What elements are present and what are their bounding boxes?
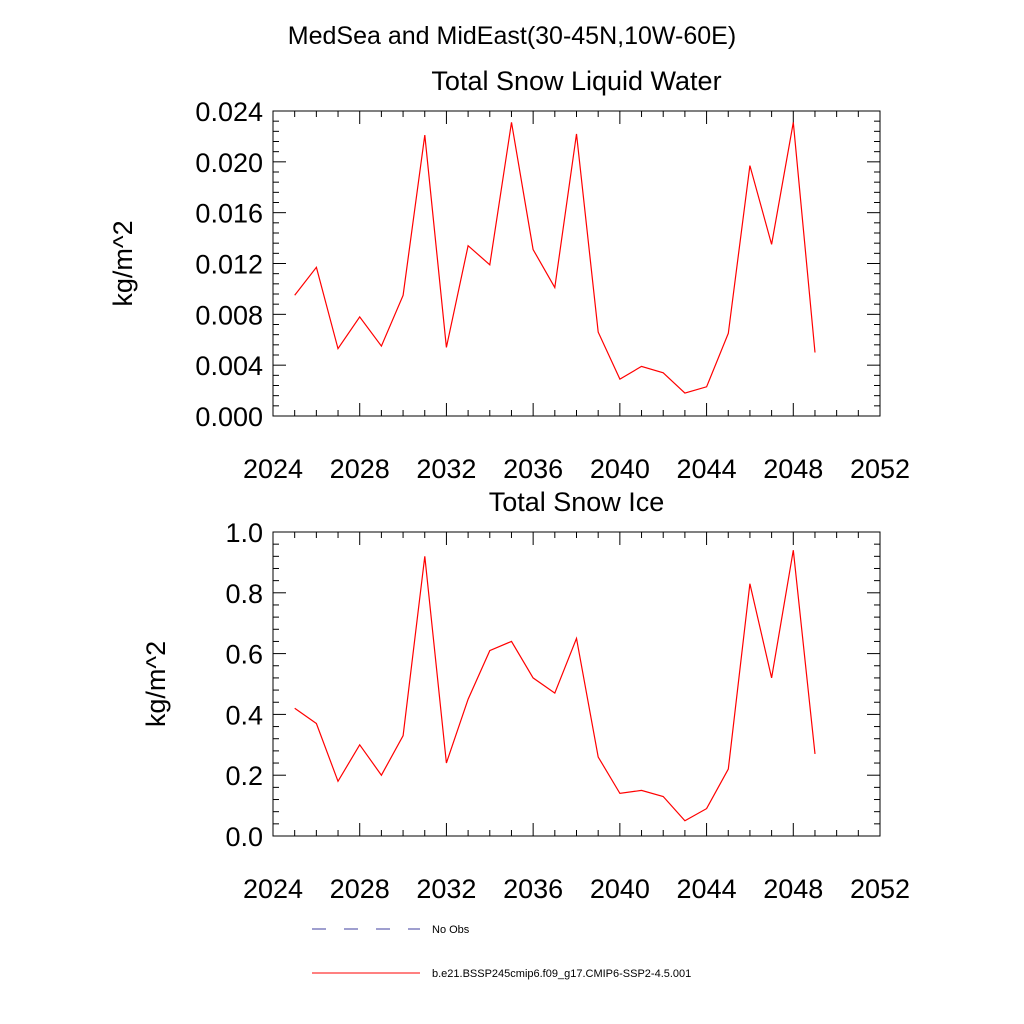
- chart-panel-snow-ice: Total Snow Ice 2024 2028 2032 2036 2040 2044 20…: [141, 487, 910, 904]
- chart-title: Total Snow Liquid Water: [431, 66, 721, 96]
- x-tick-label: 2028: [330, 454, 390, 484]
- x-tick-label: 2048: [763, 874, 823, 904]
- chart-panel-snow-liquid-water: Total Snow Liquid Water 2024 2028 2032 2036 2…: [108, 66, 910, 484]
- x-tick-label: 2036: [503, 454, 563, 484]
- x-tick-label: 2040: [590, 874, 650, 904]
- x-tick-label: 2032: [416, 454, 476, 484]
- legend-label: No Obs: [432, 924, 470, 936]
- x-tick-label: 2044: [677, 454, 737, 484]
- x-tick-label: 2052: [850, 874, 910, 904]
- x-tick-label: 2032: [416, 874, 476, 904]
- y-tick-label: 0.4: [225, 700, 263, 730]
- legend-label: b.e21.BSSP245cmip6.f09_g17.CMIP6-SSP2-4.…: [432, 968, 691, 980]
- x-tick-label: 2044: [677, 874, 737, 904]
- series-line: [294, 122, 816, 394]
- y-tick-label: 1.0: [225, 518, 263, 548]
- y-tick-label: 0.024: [195, 97, 263, 127]
- y-tick-label: 0.012: [195, 250, 263, 280]
- y-tick-label: 0.020: [195, 148, 263, 178]
- x-tick-label: 2028: [330, 874, 390, 904]
- plot-frame: [272, 110, 881, 417]
- x-tick-label: 2040: [590, 454, 650, 484]
- y-tick-label: 0.000: [195, 402, 263, 432]
- x-tick-label: 2024: [243, 454, 303, 484]
- x-tick-label: 2024: [243, 874, 303, 904]
- series-line: [294, 550, 816, 822]
- y-tick-label: 0.004: [195, 351, 263, 381]
- y-tick-label: 0.6: [225, 640, 263, 670]
- y-axis-label: kg/m^2: [141, 641, 171, 727]
- x-tick-label: 2036: [503, 874, 563, 904]
- chart-title: Total Snow Ice: [489, 487, 665, 517]
- y-tick-label: 0.8: [225, 579, 263, 609]
- y-axis-label: kg/m^2: [108, 220, 138, 306]
- x-tick-label: 2048: [763, 454, 823, 484]
- y-tick-label: 0.2: [225, 761, 263, 791]
- y-tick-label: 0.0: [225, 822, 263, 852]
- figure-suptitle: MedSea and MidEast(30-45N,10W-60E): [288, 22, 736, 50]
- legend: No Obs b.e21.BSSP245cmip6.f09_g17.CMIP6-S…: [312, 924, 691, 980]
- x-tick-label: 2052: [850, 454, 910, 484]
- y-tick-label: 0.008: [195, 300, 263, 330]
- y-tick-label: 0.016: [195, 199, 263, 229]
